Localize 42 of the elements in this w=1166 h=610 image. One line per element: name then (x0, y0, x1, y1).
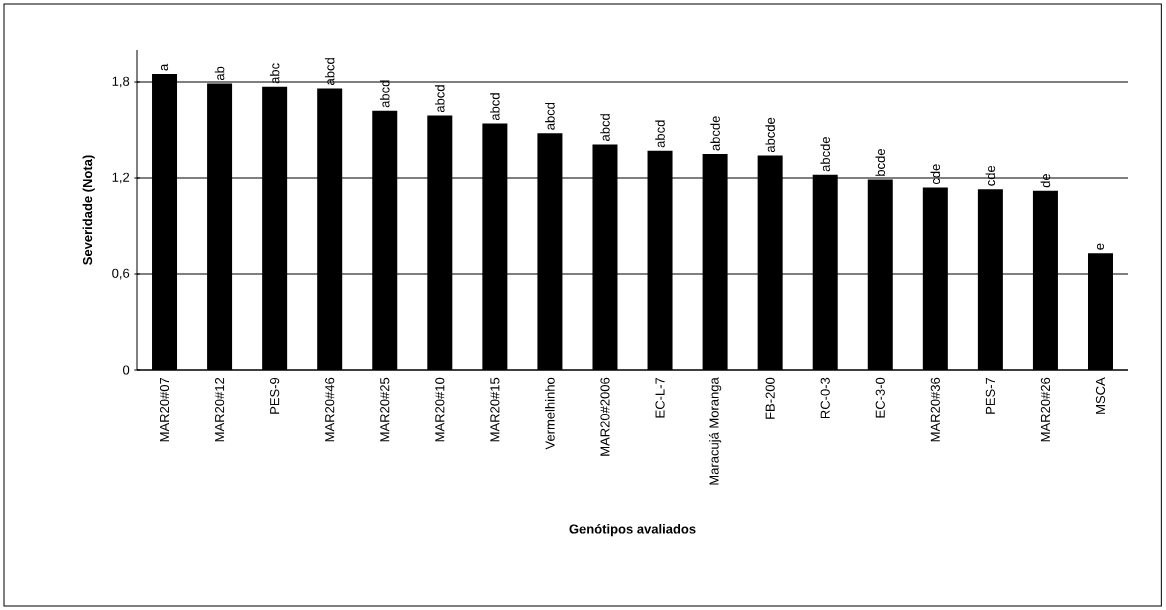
data-label: abcd (655, 120, 665, 148)
x-tick-label: MAR20#07 (159, 377, 170, 442)
x-tick-label: MAR20#26 (1040, 377, 1051, 442)
x-tick-label: MAR20#25 (380, 377, 390, 442)
data-label: abc (269, 63, 280, 84)
x-tick-label: FB-200 (765, 377, 775, 419)
x-tick-label: EC-L-7 (655, 377, 665, 418)
data-label: bcde (875, 149, 886, 176)
x-tick-label: MSCA (1095, 377, 1106, 414)
data-label: de (1040, 173, 1051, 188)
y-tick-label: 1,8 (112, 76, 130, 88)
data-label: abcd (490, 93, 500, 121)
x-tick-label: PES-7 (985, 377, 995, 414)
x-tick-label: MAR20#12 (214, 377, 225, 442)
x-tick-label: MAR20#10 (435, 377, 445, 442)
data-label: cde (985, 165, 996, 186)
y-axis-title: Severidade (Nota) (82, 155, 95, 265)
data-label: a (160, 63, 169, 71)
data-label: abcde (765, 117, 775, 153)
x-tick-label: PES-9 (270, 377, 280, 414)
data-label: ab (214, 66, 225, 81)
x-tick-label: MAR20#15 (490, 377, 500, 442)
data-label: abcd (600, 114, 610, 141)
data-label: e (1096, 243, 1105, 250)
y-tick-label: 0 (123, 365, 130, 375)
y-tick-label: 0,6 (112, 268, 130, 280)
x-tick-label: Vermelhinho (545, 377, 555, 450)
data-label: abcd (545, 102, 555, 130)
data-label: cde (930, 164, 941, 185)
data-label: abcd (379, 80, 390, 108)
x-tick-label: MAR20#36 (930, 377, 940, 442)
x-tick-label: RC-0-3 (820, 377, 830, 419)
data-label: abcde (710, 116, 720, 151)
data-label: abcd (435, 85, 445, 113)
x-axis-title: Genótipos avaliados (569, 523, 696, 537)
y-tick-label: 1,2 (112, 172, 130, 184)
x-tick-label: MAR20#46 (325, 377, 335, 442)
x-tick-label: Maracujá Moranga (708, 377, 722, 485)
x-tick-label: EC-3-0 (875, 377, 885, 418)
data-label: abcd (324, 58, 335, 85)
data-label: abcde (820, 137, 830, 172)
x-tick-label: MAR20#2006 (600, 377, 610, 456)
